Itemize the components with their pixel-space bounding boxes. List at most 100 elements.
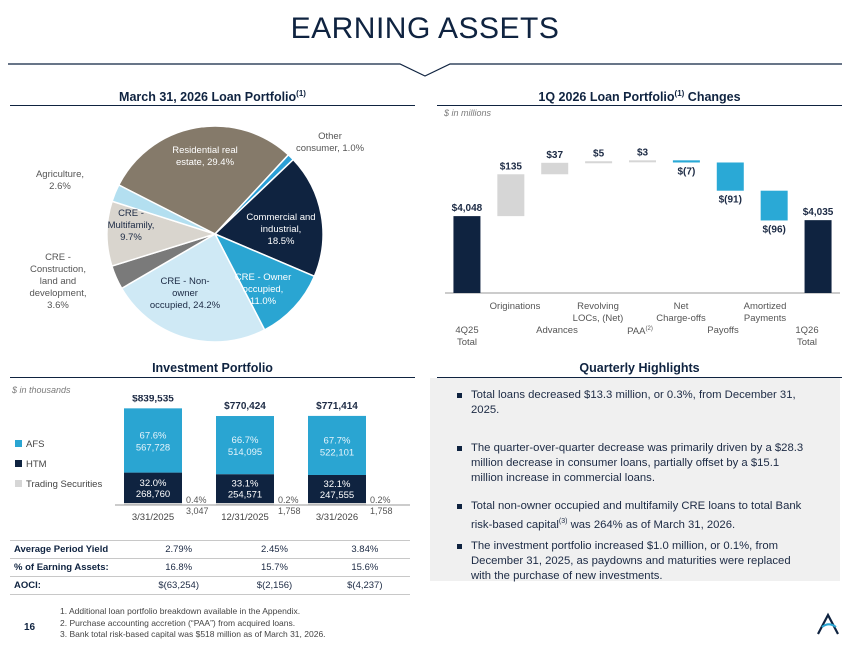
category-label: 3/31/2026 (316, 512, 358, 523)
atlantic-a-logo-icon (817, 612, 839, 635)
waterfall-bar (629, 160, 656, 163)
trading-label: 1,758 (278, 506, 301, 516)
yield-table: Average Period Yield 2.79% 2.45% 3.84% % of… (10, 540, 410, 595)
waterfall-bar (760, 190, 788, 221)
stack-segment-htm (308, 474, 366, 503)
investment-title: Investment Portfolio (152, 361, 273, 375)
waterfall-value-label: $37 (546, 150, 563, 161)
loan-portfolio-title: March 31, 2026 Loan Portfolio(1) (119, 89, 306, 105)
stack-segment-htm (124, 472, 182, 503)
investment-legend: AFS HTM Trading Securities (15, 435, 102, 495)
pie-slice (120, 232, 266, 343)
stack-segment-afs (308, 415, 366, 475)
highlight-item: The quarter-over-quarter decrease was pr… (455, 441, 811, 486)
x-label-revolving: Revolving (577, 301, 619, 312)
waterfall-chart: $4,048 $135 $37 $5 $3 $(7) $(91) $(96) $4,035 (445, 147, 840, 294)
waterfall-value-label: $5 (593, 148, 605, 159)
pie-slice (213, 232, 316, 331)
stack-segment-afs (216, 416, 274, 475)
title-divider (8, 63, 842, 77)
table-row: Average Period Yield 2.79% 2.45% 3.84% (10, 540, 410, 559)
htm-label: 33.1% (232, 479, 259, 490)
changes-title: 1Q 2026 Loan Portfolio(1) Changes (538, 89, 741, 105)
highlights-panel: Total loans decreased $13.3 million, or … (430, 378, 840, 584)
pie-label-agriculture: Agriculture, 2.6% (35, 169, 85, 192)
x-label-net: Net (673, 301, 689, 312)
waterfall-value-label: $4,048 (452, 203, 483, 214)
afs-label: 567,728 (136, 442, 170, 453)
x-label-payoffs: Payoffs (707, 325, 739, 336)
page-number: 16 (24, 622, 36, 633)
trading-label: 0.2% (278, 495, 299, 505)
waterfall-value-label: $(91) (719, 195, 742, 206)
htm-label: 32.1% (324, 479, 351, 490)
trading-label: 0.4% (186, 495, 207, 505)
section-rule (437, 105, 842, 106)
x-label-advances: Advances (536, 325, 578, 336)
stack-segment-htm (216, 474, 274, 503)
trading-label: 1,758 (370, 506, 393, 516)
waterfall-value-label: $3 (637, 147, 649, 158)
x-label-1q26: 1Q26 (795, 325, 819, 336)
highlight-item: Total loans decreased $13.3 million, or … (455, 388, 811, 418)
stack-total-label: $839,535 (132, 395, 174, 404)
x-label-paa: PAA(2) (627, 326, 653, 338)
x-label-originations: Originations (489, 301, 541, 312)
pie-slice (213, 158, 324, 278)
afs-label: 514,095 (228, 447, 262, 458)
x-label-1q26-total: Total (796, 337, 818, 348)
investment-chart: 32.0%268,760 67.6%567,728 $839,535 0.4%3,04… (115, 395, 410, 523)
waterfall-bar (541, 162, 569, 175)
htm-label: 268,760 (136, 489, 170, 500)
footnote-2: 2. Purchase accounting accretion (“PAA”)… (60, 617, 296, 628)
loan-pie-chart (106, 125, 324, 343)
pie-label-non-owner: CRE - Non-owner occupied, 24.2% (149, 276, 221, 311)
afs-label: 66.7% (232, 435, 259, 446)
pie-slice (117, 125, 290, 235)
footnote-1: 1. Additional loan portfolio breakdown a… (60, 606, 301, 616)
waterfall-bar (585, 161, 613, 164)
trading-label: 0.2% (370, 495, 391, 505)
pie-label-residential: Residential real estate, 29.4% (172, 145, 238, 168)
changes-unit-note: $ in millions (444, 108, 492, 118)
section-rule (437, 377, 842, 378)
x-label-revolving-2: LOCs, (Net) (572, 313, 624, 324)
pie-label-owner-occupied: CRE - Owner occupied, 11.0% (234, 272, 292, 307)
category-label: 3/31/2025 (132, 512, 174, 523)
stack-total-label: $771,414 (316, 401, 358, 412)
afs-label: 67.6% (140, 430, 167, 441)
stack-segment-trading (124, 503, 182, 505)
highlights-title: Quarterly Highlights (579, 361, 700, 375)
htm-label: 32.0% (140, 478, 167, 489)
x-label-4q25-total: Total (456, 337, 478, 348)
waterfall-value-label: $(7) (677, 166, 695, 177)
category-label: 12/31/2025 (221, 512, 269, 523)
waterfall-value-label: $(96) (762, 224, 785, 235)
x-label-amortized-2: Payments (743, 313, 787, 324)
pie-label-other-consumer: Other consumer, 1.0% (295, 131, 365, 154)
waterfall-value-label: $135 (500, 161, 523, 172)
x-label-amortized: Amortized (743, 301, 787, 312)
page-title: EARNING ASSETS (290, 12, 560, 45)
pie-label-construction: CRE - Construction, land and development, 3.… (29, 252, 87, 311)
pie-label-commercial: Commercial and industrial, 18.5% (246, 212, 316, 247)
stack-total-label: $770,424 (224, 401, 266, 412)
waterfall-bar (497, 174, 525, 217)
waterfall-bar (804, 220, 832, 293)
section-rule (10, 105, 415, 106)
legend-trading: Trading Securities (15, 475, 102, 495)
footnotes: 1. Additional loan portfolio breakdown a… (60, 606, 326, 641)
trading-label: 3,047 (186, 506, 209, 516)
table-row: % of Earning Assets: 16.8% 15.7% 15.6% (10, 558, 410, 577)
legend-htm: HTM (15, 455, 102, 475)
waterfall-value-label: $4,035 (803, 207, 834, 218)
footnote-3: 3. Bank total risk-based capital was $51… (60, 629, 326, 639)
x-label-4q25: 4Q25 (455, 325, 479, 336)
stack-segment-afs (124, 408, 182, 473)
legend-afs: AFS (15, 435, 102, 455)
waterfall-bar (716, 162, 744, 191)
investment-unit-note: $ in thousands (12, 385, 71, 395)
highlight-item: The investment portfolio increased $1.0 … (455, 539, 811, 584)
table-row: AOCI: $(63,254) $(2,156) $(4,237) (10, 576, 410, 595)
highlight-item: Total non-owner occupied and multifamily… (455, 499, 811, 533)
